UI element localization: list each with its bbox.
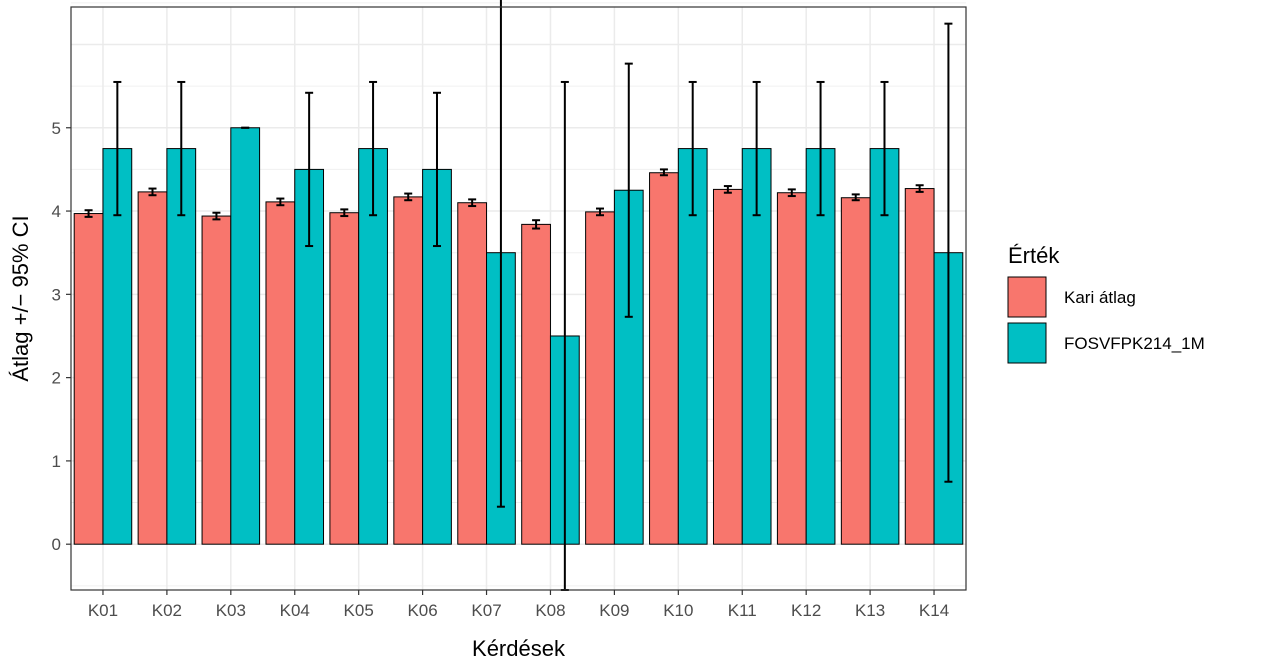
x-tick-label: K05 [344,601,374,620]
error-bar-kari-atlag-k10 [659,168,668,177]
bar-fosvfpk214-1m-k05 [358,148,388,545]
bar-kari-atlag-k06 [393,196,424,545]
x-tick-label: K12 [791,601,821,620]
error-bar-fosvfpk214-1m-k07 [496,0,505,508]
legend-key-kari-atlag [1007,276,1047,318]
x-tick-label: K10 [663,601,693,620]
error-bar-kari-atlag-k13 [851,193,860,202]
error-bar-fosvfpk214-1m-k04 [305,91,314,248]
bar-kari-atlag-k04 [265,201,296,545]
bars [73,127,964,545]
x-tick-label: K06 [407,601,437,620]
error-bar-fosvfpk214-1m-k11 [752,80,761,217]
error-bar-fosvfpk214-1m-k14 [944,22,953,483]
x-tick-label: K07 [471,601,501,620]
bar-kari-atlag-k09 [585,211,615,545]
y-tick-label: 5 [52,119,61,138]
error-bar-kari-atlag-k02 [148,187,157,197]
bar-kari-atlag-k01 [73,213,104,545]
x-tick-label: K13 [855,601,885,620]
error-bar-kari-atlag-k14 [915,184,924,193]
bar-kari-atlag-k08 [521,223,551,545]
error-bar-kari-atlag-k01 [84,209,93,218]
x-tick-label: K08 [535,601,565,620]
bar-kari-atlag-k13 [840,197,871,545]
x-tick-label: K04 [280,601,310,620]
y-tick-label: 2 [52,369,61,388]
legend-title: Érték [1008,243,1060,268]
bar-kari-atlag-k03 [201,215,232,545]
error-bar-fosvfpk214-1m-k10 [688,80,697,217]
error-bar-kari-atlag-k08 [532,219,541,230]
x-tick-label: K14 [919,601,949,620]
bar-kari-atlag-k11 [712,188,743,545]
error-bar-kari-atlag-k06 [404,192,413,202]
bar-kari-atlag-k12 [776,192,807,545]
y-tick-label: 4 [52,202,61,221]
x-tick-label: K02 [152,601,182,620]
error-bar-fosvfpk214-1m-k12 [816,80,825,217]
x-tick-label: K11 [728,601,757,620]
legend: Érték Kari átlag FOSVFPK214_1M [1007,243,1205,364]
legend-label-fosvfpk214-1m: FOSVFPK214_1M [1064,334,1205,353]
bar-kari-atlag-k10 [649,172,679,545]
error-bars [84,0,953,591]
error-bar-kari-atlag-k05 [340,208,349,218]
y-axis-title: Átlag +/− 95% CI [8,215,33,381]
error-bar-fosvfpk214-1m-k13 [880,80,889,217]
error-bar-fosvfpk214-1m-k02 [177,80,186,217]
x-axis-title: Kérdések [472,636,566,661]
x-axis: K01 K02 K03 K04 K05 K06 K07 K08 K09 K10 K11 K12 K13 K… [88,590,949,620]
panel-frame [70,6,967,591]
bar-fosvfpk214-1m-k03 [230,127,261,545]
plot-border [70,6,967,591]
error-bar-kari-atlag-k07 [468,198,477,208]
error-bar-kari-atlag-k12 [787,188,796,198]
error-bar-fosvfpk214-1m-k06 [432,91,441,248]
y-tick-label: 0 [52,535,61,554]
x-tick-label: K01 [88,601,118,620]
legend-label-kari-atlag: Kari átlag [1064,288,1136,307]
error-bar-kari-atlag-k04 [276,197,285,207]
error-bar-kari-atlag-k09 [596,207,605,217]
bar-kari-atlag-k02 [137,191,168,545]
y-tick-label: 3 [52,285,61,304]
legend-key-fosvfpk214-1m [1007,322,1047,364]
x-tick-label: K03 [216,601,246,620]
error-bar-kari-atlag-k11 [723,185,732,194]
error-bar-fosvfpk214-1m-k09 [624,62,633,318]
error-bar-fosvfpk214-1m-k05 [369,80,378,217]
x-tick-label: K09 [599,601,629,620]
bar-kari-atlag-k05 [329,212,360,545]
bar-kari-atlag-k14 [904,188,935,545]
bar-kari-atlag-k07 [457,202,488,545]
y-tick-label: 1 [52,452,61,471]
error-bar-kari-atlag-k03 [212,211,221,221]
error-bar-fosvfpk214-1m-k01 [113,80,122,217]
y-axis: 0 1 2 3 4 5 [52,119,71,554]
